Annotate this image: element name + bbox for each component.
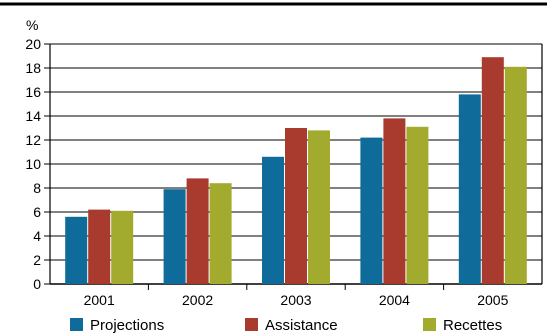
x-tick-label: 2005 xyxy=(477,292,508,308)
x-axis: 2001 2002 2003 2004 2005 xyxy=(84,284,509,308)
legend-label-projections: Projections xyxy=(90,317,164,334)
bar-projections-2002 xyxy=(163,189,186,284)
y-axis-label: % xyxy=(26,17,38,33)
bars xyxy=(65,57,527,285)
y-tick-label: 20 xyxy=(25,36,41,52)
y-tick-label: 12 xyxy=(25,132,41,148)
legend-label-assistance: Assistance xyxy=(265,317,338,334)
x-tick-label: 2004 xyxy=(379,292,410,308)
bar-assistance-2005 xyxy=(481,57,504,285)
bar-recettes-2004 xyxy=(406,126,429,284)
legend-label-recettes: Recettes xyxy=(443,317,502,334)
bar-recettes-2001 xyxy=(111,210,134,284)
bar-projections-2003 xyxy=(262,156,284,284)
bar-assistance-2003 xyxy=(285,128,307,284)
x-tick-label: 2001 xyxy=(84,292,115,308)
y-tick-label: 18 xyxy=(25,60,41,76)
bar-projections-2001 xyxy=(65,216,88,284)
y-tick-label: 0 xyxy=(33,276,41,292)
bar-assistance-2002 xyxy=(186,178,209,284)
y-tick-label: 2 xyxy=(33,252,41,268)
y-tick-label: 6 xyxy=(33,204,41,220)
y-tick-label: 8 xyxy=(33,180,41,196)
x-tick-label: 2002 xyxy=(182,292,213,308)
legend-swatch-recettes xyxy=(423,318,436,331)
y-tick-label: 16 xyxy=(25,84,41,100)
bar-projections-2004 xyxy=(360,137,383,284)
legend-swatch-assistance xyxy=(245,318,258,331)
bar-recettes-2005 xyxy=(504,66,527,284)
bar-recettes-2003 xyxy=(308,130,330,284)
legend: Projections Assistance Recettes xyxy=(70,317,502,334)
y-tick-label: 10 xyxy=(25,156,41,172)
x-tick-label: 2003 xyxy=(280,292,311,308)
y-tick-label: 4 xyxy=(33,228,41,244)
bar-assistance-2004 xyxy=(383,118,406,285)
bar-projections-2005 xyxy=(458,94,481,285)
y-axis-ticks: 0 2 4 6 8 10 12 14 16 18 20 xyxy=(25,36,50,292)
bar-recettes-2002 xyxy=(209,183,232,284)
legend-swatch-projections xyxy=(70,318,83,331)
y-tick-label: 14 xyxy=(25,108,41,124)
bar-assistance-2001 xyxy=(88,209,111,284)
